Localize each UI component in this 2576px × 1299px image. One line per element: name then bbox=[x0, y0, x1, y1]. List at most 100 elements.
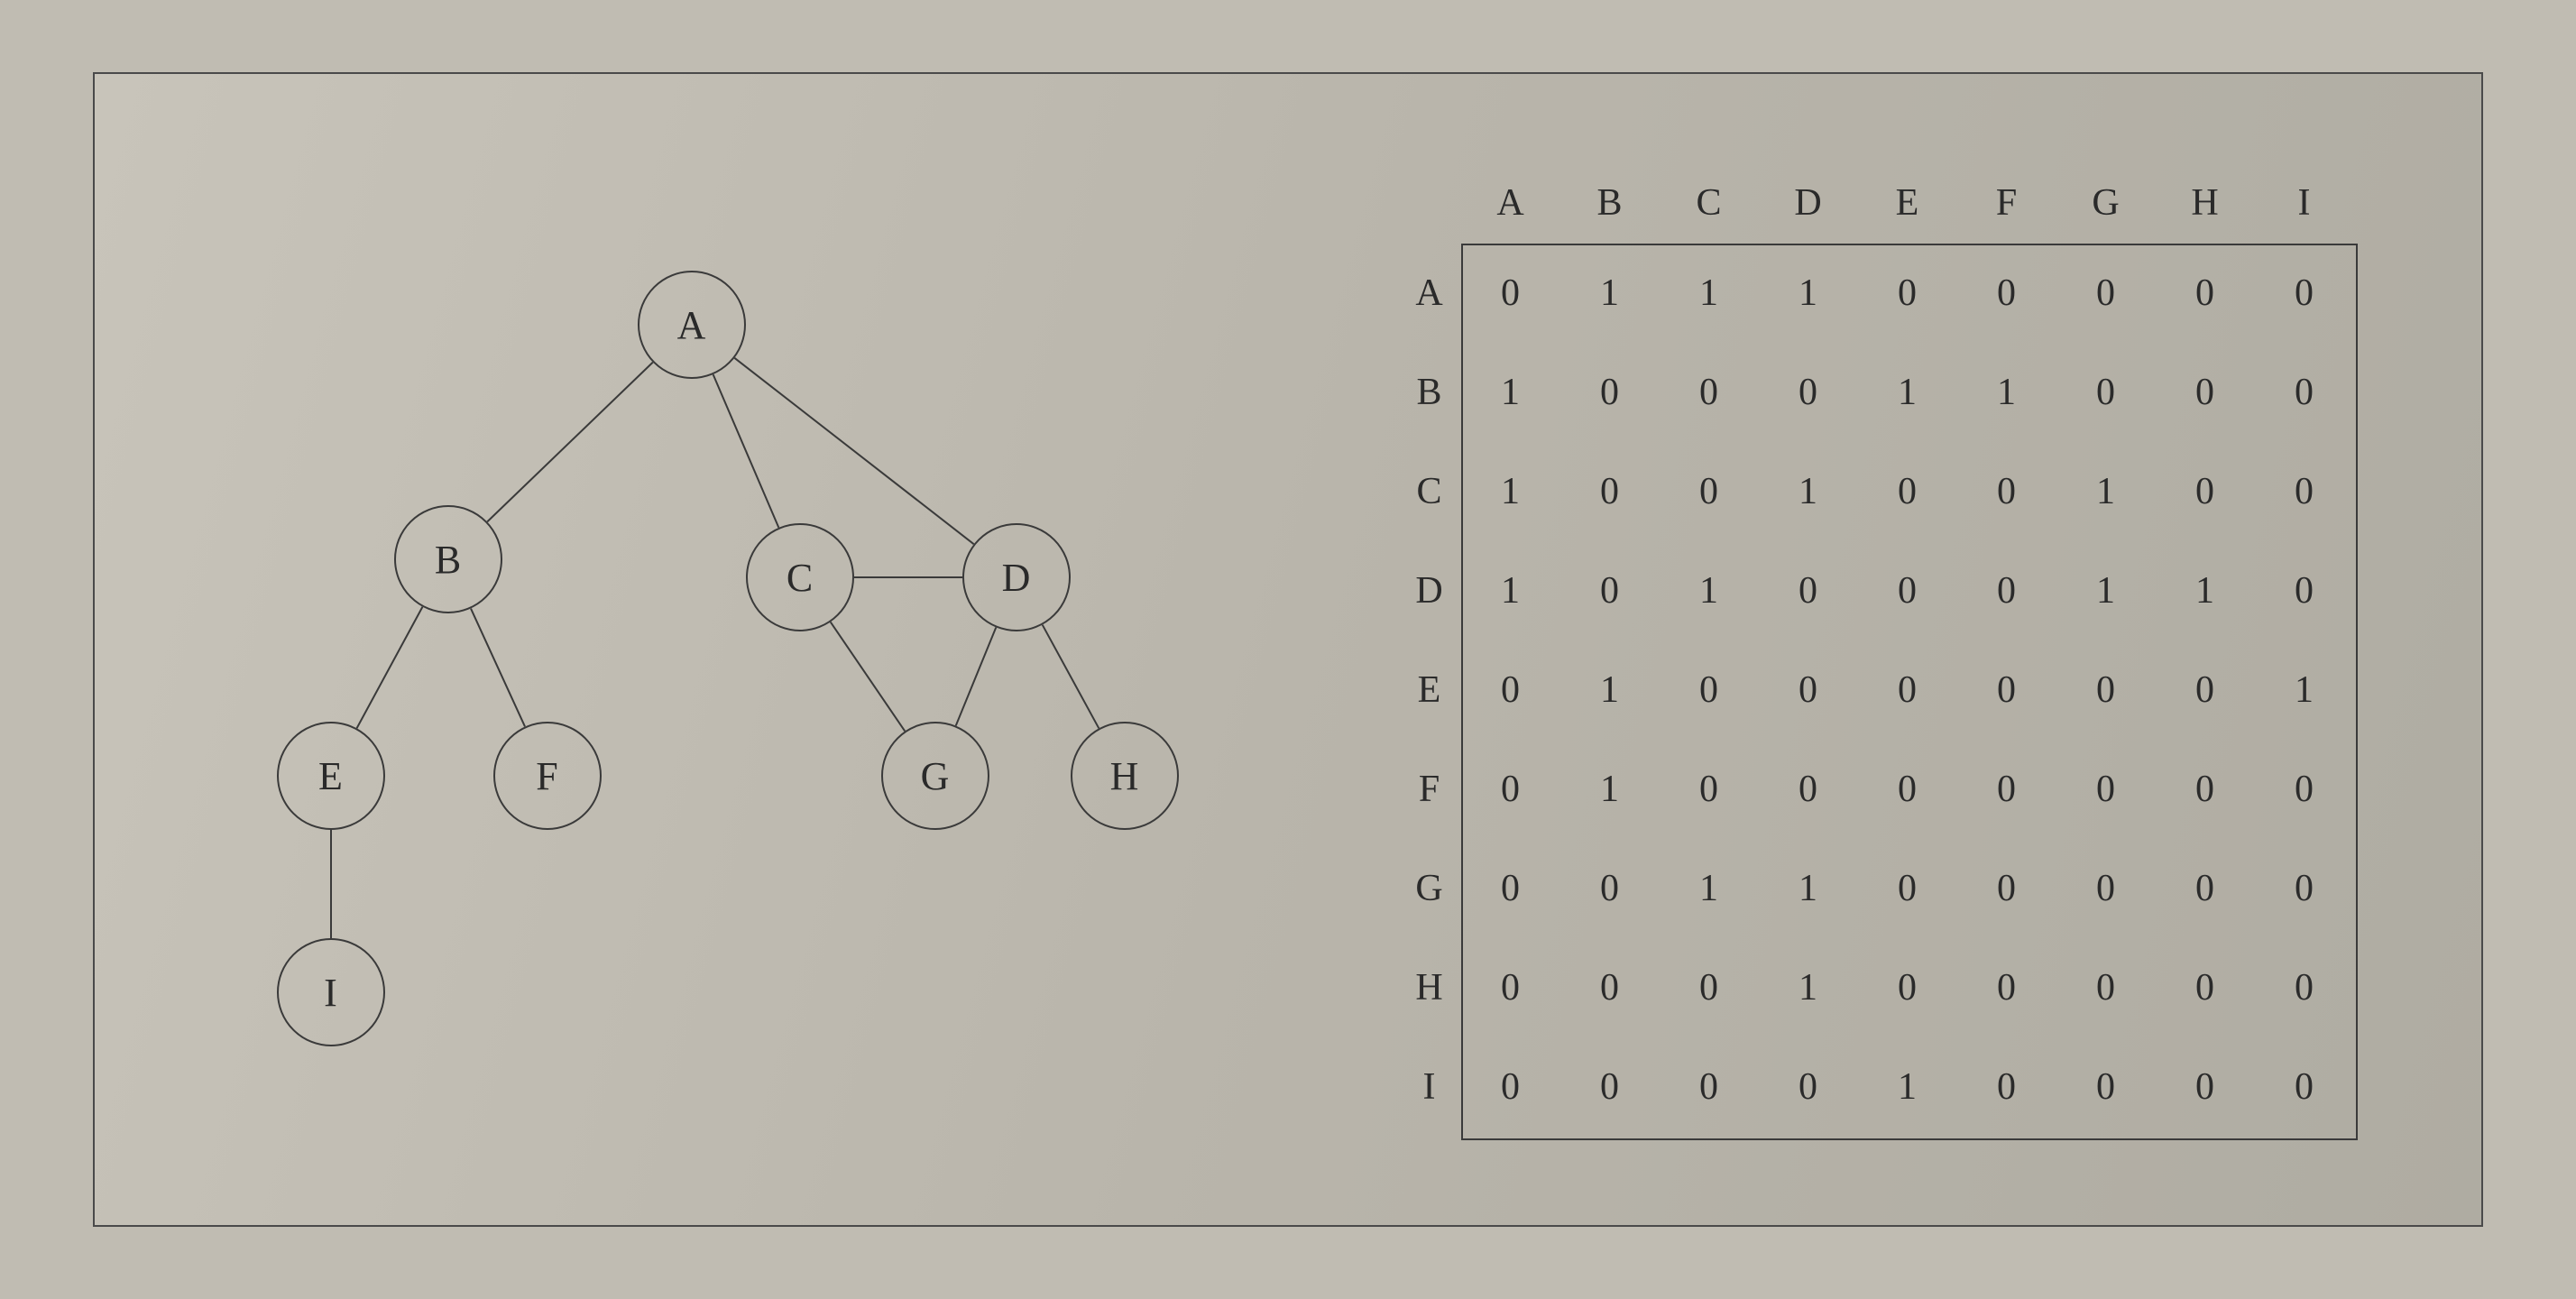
matrix-row-header: A bbox=[1398, 244, 1461, 343]
matrix-cell: 1 bbox=[1461, 442, 1560, 541]
matrix-row-header: H bbox=[1398, 938, 1461, 1037]
matrix-cell: 0 bbox=[1858, 244, 1957, 343]
matrix-cell: 0 bbox=[2156, 839, 2255, 938]
matrix-cell: 0 bbox=[1759, 740, 1858, 839]
edge-A-C bbox=[713, 374, 778, 528]
matrix-cell: 0 bbox=[1560, 839, 1660, 938]
matrix-row-header: F bbox=[1398, 740, 1461, 839]
graph-node-label: E bbox=[318, 753, 343, 799]
matrix-cell: 0 bbox=[1461, 1037, 1560, 1137]
matrix-cell: 1 bbox=[1759, 839, 1858, 938]
edge-B-F bbox=[470, 609, 524, 727]
graph-node-F: F bbox=[493, 722, 602, 830]
matrix-cell: 0 bbox=[2156, 343, 2255, 442]
matrix-cell: 0 bbox=[2056, 740, 2156, 839]
matrix-cell: 0 bbox=[2156, 1037, 2255, 1137]
matrix-cell: 1 bbox=[1858, 1037, 1957, 1137]
matrix-cell: 1 bbox=[1560, 640, 1660, 740]
matrix-cell: 0 bbox=[1660, 938, 1759, 1037]
matrix-cell: 0 bbox=[1858, 740, 1957, 839]
matrix-cell: 0 bbox=[2056, 343, 2156, 442]
matrix-cell: 1 bbox=[2156, 541, 2255, 640]
matrix-cell: 0 bbox=[1858, 442, 1957, 541]
matrix-cell: 0 bbox=[2156, 442, 2255, 541]
matrix-cell: 1 bbox=[1759, 442, 1858, 541]
matrix-cell: 0 bbox=[1858, 640, 1957, 740]
matrix-cell: 1 bbox=[1858, 343, 1957, 442]
matrix-cell: 0 bbox=[2056, 1037, 2156, 1137]
graph-diagram: ABCDEFGHI bbox=[223, 198, 1215, 1101]
page: ABCDEFGHI ABCDEFGHIA011100000B100011000C… bbox=[0, 0, 2576, 1299]
matrix-cell: 0 bbox=[1759, 1037, 1858, 1137]
matrix-cell: 1 bbox=[2255, 640, 2354, 740]
matrix-cell: 1 bbox=[1560, 740, 1660, 839]
matrix-cell: 0 bbox=[1660, 740, 1759, 839]
matrix-cell: 1 bbox=[1461, 541, 1560, 640]
matrix-cell: 0 bbox=[1957, 1037, 2056, 1137]
matrix-cell: 1 bbox=[1759, 244, 1858, 343]
matrix-cell: 0 bbox=[1957, 740, 2056, 839]
matrix-row-header: I bbox=[1398, 1037, 1461, 1137]
matrix-col-header: G bbox=[2056, 162, 2156, 244]
matrix-cell: 0 bbox=[1660, 640, 1759, 740]
graph-node-label: I bbox=[324, 970, 337, 1016]
matrix-cell: 0 bbox=[2156, 938, 2255, 1037]
matrix-col-header: H bbox=[2156, 162, 2255, 244]
matrix-row-header: E bbox=[1398, 640, 1461, 740]
matrix-cell: 0 bbox=[1560, 442, 1660, 541]
matrix-grid: ABCDEFGHIA011100000B100011000C100100100D… bbox=[1398, 162, 2354, 1137]
matrix-cell: 0 bbox=[1560, 938, 1660, 1037]
matrix-cell: 0 bbox=[2156, 640, 2255, 740]
matrix-cell: 0 bbox=[1759, 541, 1858, 640]
matrix-col-header: B bbox=[1560, 162, 1660, 244]
matrix-cell: 1 bbox=[1759, 938, 1858, 1037]
figure-container: ABCDEFGHI ABCDEFGHIA011100000B100011000C… bbox=[93, 72, 2483, 1227]
matrix-col-header: F bbox=[1957, 162, 2056, 244]
matrix-cell: 0 bbox=[2156, 740, 2255, 839]
matrix-cell: 0 bbox=[1461, 244, 1560, 343]
matrix-col-header: I bbox=[2255, 162, 2354, 244]
graph-node-label: F bbox=[536, 753, 557, 799]
matrix-cell: 0 bbox=[1858, 541, 1957, 640]
graph-node-H: H bbox=[1071, 722, 1179, 830]
matrix-cell: 0 bbox=[1660, 343, 1759, 442]
matrix-cell: 1 bbox=[1560, 244, 1660, 343]
graph-node-label: D bbox=[1002, 555, 1031, 601]
matrix-cell: 0 bbox=[1957, 839, 2056, 938]
matrix-row-header: G bbox=[1398, 839, 1461, 938]
matrix-cell: 0 bbox=[1858, 839, 1957, 938]
matrix-cell: 0 bbox=[1957, 244, 2056, 343]
matrix-cell: 0 bbox=[1957, 541, 2056, 640]
matrix-cell: 0 bbox=[2056, 640, 2156, 740]
matrix-cell: 0 bbox=[1560, 1037, 1660, 1137]
edge-D-G bbox=[955, 628, 996, 726]
graph-node-I: I bbox=[277, 938, 385, 1046]
matrix-row-header: C bbox=[1398, 442, 1461, 541]
matrix-cell: 0 bbox=[1660, 1037, 1759, 1137]
matrix-cell: 0 bbox=[1461, 938, 1560, 1037]
edge-B-E bbox=[356, 607, 422, 728]
graph-node-B: B bbox=[394, 505, 502, 613]
matrix-cell: 0 bbox=[2255, 541, 2354, 640]
edge-D-H bbox=[1042, 625, 1099, 729]
matrix-col-header: E bbox=[1858, 162, 1957, 244]
matrix-cell: 0 bbox=[1957, 442, 2056, 541]
graph-node-label: H bbox=[1110, 753, 1139, 799]
graph-node-D: D bbox=[962, 523, 1071, 631]
matrix-cell: 0 bbox=[2156, 244, 2255, 343]
graph-node-E: E bbox=[277, 722, 385, 830]
graph-node-C: C bbox=[746, 523, 854, 631]
matrix-cell: 1 bbox=[2056, 541, 2156, 640]
matrix-col-header: C bbox=[1660, 162, 1759, 244]
matrix-cell: 0 bbox=[2255, 1037, 2354, 1137]
matrix-cell: 0 bbox=[1759, 640, 1858, 740]
matrix-cell: 0 bbox=[2255, 740, 2354, 839]
matrix-cell: 0 bbox=[2056, 244, 2156, 343]
edge-A-B bbox=[487, 363, 653, 522]
matrix-cell: 1 bbox=[1461, 343, 1560, 442]
matrix-cell: 1 bbox=[1660, 244, 1759, 343]
matrix-cell: 1 bbox=[1660, 839, 1759, 938]
matrix-cell: 0 bbox=[1461, 640, 1560, 740]
matrix-cell: 0 bbox=[1560, 541, 1660, 640]
adjacency-matrix: ABCDEFGHIA011100000B100011000C100100100D… bbox=[1398, 162, 2354, 1137]
